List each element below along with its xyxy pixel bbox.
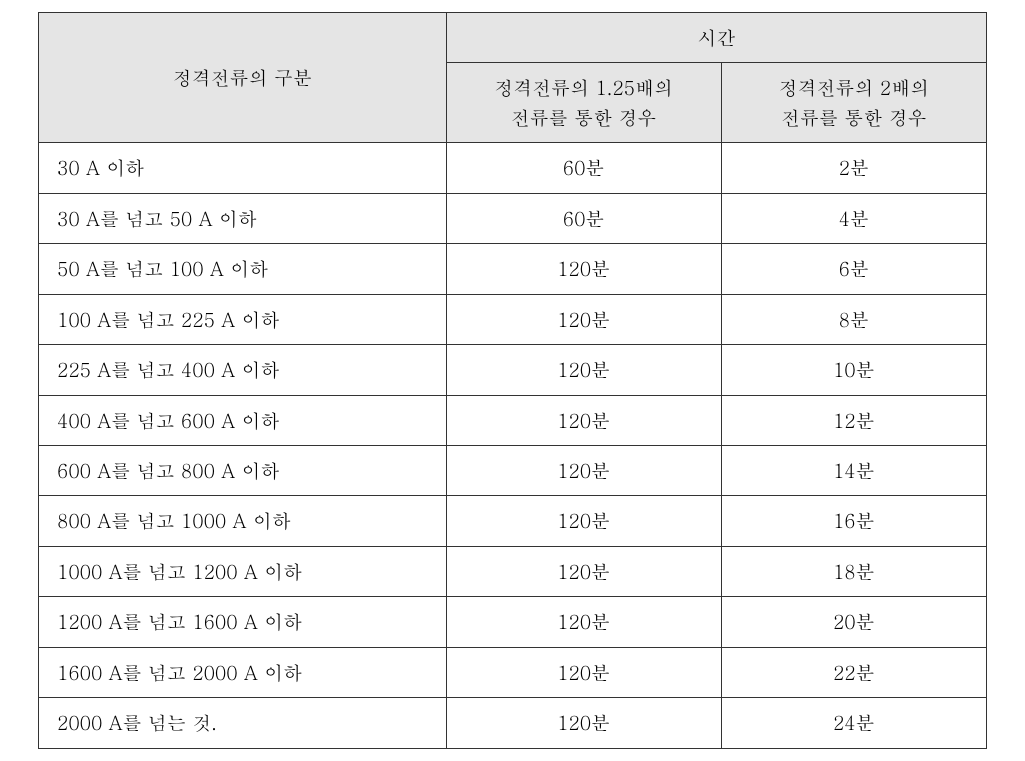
cell-1-25x: 120분: [446, 395, 721, 445]
cell-2x: 10분: [721, 345, 986, 395]
cell-2x: 20분: [721, 597, 986, 647]
table-row: 50 A를 넘고 100 A 이하 120분 6분: [39, 244, 987, 294]
table-row: 2000 A를 넘는 것. 120분 24분: [39, 698, 987, 748]
cell-2x: 2분: [721, 143, 986, 193]
cell-category: 30 A 이하: [39, 143, 447, 193]
table-row: 1600 A를 넘고 2000 A 이하 120분 22분: [39, 647, 987, 697]
cell-1-25x: 120분: [446, 445, 721, 495]
header-time-group: 시간: [446, 13, 986, 63]
table-row: 100 A를 넘고 225 A 이하 120분 8분: [39, 294, 987, 344]
header-2x: 정격전류의 2배의전류를 통한 경우: [721, 63, 986, 143]
cell-category: 50 A를 넘고 100 A 이하: [39, 244, 447, 294]
cell-category: 400 A를 넘고 600 A 이하: [39, 395, 447, 445]
cell-category: 100 A를 넘고 225 A 이하: [39, 294, 447, 344]
cell-2x: 4분: [721, 193, 986, 243]
cell-1-25x: 120분: [446, 597, 721, 647]
cell-1-25x: 120분: [446, 647, 721, 697]
cell-2x: 6분: [721, 244, 986, 294]
rated-current-table: 정격전류의 구분 시간 정격전류의 1.25배의전류를 통한 경우 정격전류의 …: [38, 12, 987, 749]
cell-category: 1000 A를 넘고 1200 A 이하: [39, 546, 447, 596]
header-1-25x: 정격전류의 1.25배의전류를 통한 경우: [446, 63, 721, 143]
cell-1-25x: 120분: [446, 698, 721, 748]
table-row: 600 A를 넘고 800 A 이하 120분 14분: [39, 445, 987, 495]
cell-1-25x: 120분: [446, 294, 721, 344]
cell-2x: 12분: [721, 395, 986, 445]
table-row: 800 A를 넘고 1000 A 이하 120분 16분: [39, 496, 987, 546]
table-row: 1200 A를 넘고 1600 A 이하 120분 20분: [39, 597, 987, 647]
cell-1-25x: 60분: [446, 193, 721, 243]
table-container: 정격전류의 구분 시간 정격전류의 1.25배의전류를 통한 경우 정격전류의 …: [0, 0, 1025, 761]
table-header-row-1: 정격전류의 구분 시간: [39, 13, 987, 63]
cell-category: 800 A를 넘고 1000 A 이하: [39, 496, 447, 546]
cell-2x: 22분: [721, 647, 986, 697]
table-header: 정격전류의 구분 시간 정격전류의 1.25배의전류를 통한 경우 정격전류의 …: [39, 13, 987, 143]
cell-category: 1200 A를 넘고 1600 A 이하: [39, 597, 447, 647]
cell-1-25x: 120분: [446, 244, 721, 294]
cell-2x: 16분: [721, 496, 986, 546]
cell-1-25x: 120분: [446, 345, 721, 395]
table-row: 1000 A를 넘고 1200 A 이하 120분 18분: [39, 546, 987, 596]
table-row: 30 A를 넘고 50 A 이하 60분 4분: [39, 193, 987, 243]
cell-2x: 14분: [721, 445, 986, 495]
cell-category: 30 A를 넘고 50 A 이하: [39, 193, 447, 243]
table-row: 30 A 이하 60분 2분: [39, 143, 987, 193]
cell-2x: 18분: [721, 546, 986, 596]
header-category: 정격전류의 구분: [39, 13, 447, 143]
cell-category: 225 A를 넘고 400 A 이하: [39, 345, 447, 395]
cell-2x: 8분: [721, 294, 986, 344]
table-body: 30 A 이하 60분 2분 30 A를 넘고 50 A 이하 60분 4분 5…: [39, 143, 987, 748]
table-row: 400 A를 넘고 600 A 이하 120분 12분: [39, 395, 987, 445]
cell-2x: 24분: [721, 698, 986, 748]
table-row: 225 A를 넘고 400 A 이하 120분 10분: [39, 345, 987, 395]
cell-category: 1600 A를 넘고 2000 A 이하: [39, 647, 447, 697]
cell-category: 600 A를 넘고 800 A 이하: [39, 445, 447, 495]
cell-category: 2000 A를 넘는 것.: [39, 698, 447, 748]
cell-1-25x: 120분: [446, 546, 721, 596]
cell-1-25x: 60분: [446, 143, 721, 193]
cell-1-25x: 120분: [446, 496, 721, 546]
